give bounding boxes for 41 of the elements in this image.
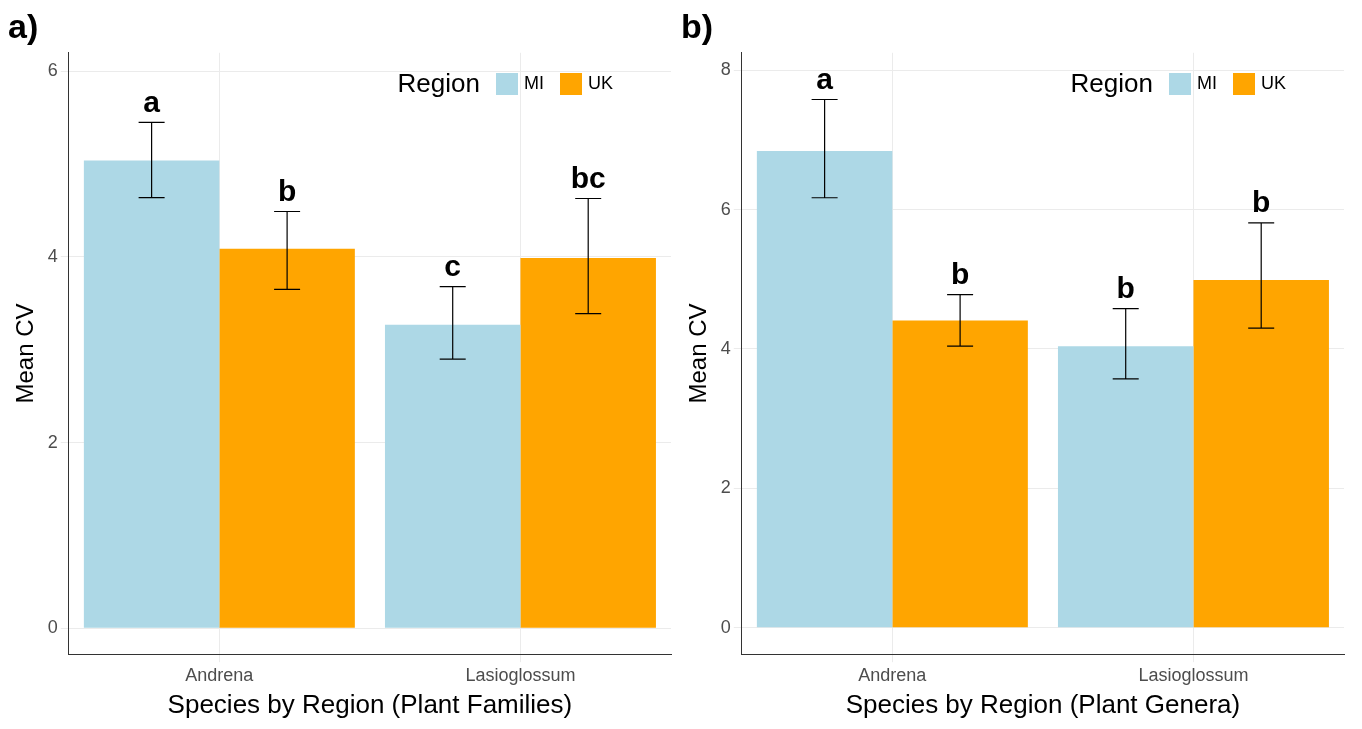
data-label: c xyxy=(444,248,462,282)
y-tick-label: 6 xyxy=(720,198,731,219)
bar xyxy=(1193,279,1329,628)
y-axis-title: Mean CV xyxy=(11,303,39,404)
legend-label: UK xyxy=(1260,73,1286,94)
chart-title: a) xyxy=(8,6,39,45)
bar xyxy=(520,257,656,628)
bar xyxy=(1057,346,1194,628)
data-label: a xyxy=(816,61,834,95)
y-axis-title: Mean CV xyxy=(684,303,712,404)
data-label: b xyxy=(1116,270,1135,304)
legend-label: UK xyxy=(587,73,613,94)
bar xyxy=(219,248,355,628)
y-tick-label: 6 xyxy=(47,60,58,81)
data-label: a xyxy=(143,84,161,118)
x-tick-label: Lasioglossum xyxy=(1138,664,1249,685)
data-label: b xyxy=(950,256,970,290)
x-tick-label: Andrena xyxy=(185,664,255,685)
data-label: bc xyxy=(570,160,606,194)
y-tick-label: 0 xyxy=(720,616,731,637)
x-axis-title: Species by Region (Plant Families) xyxy=(167,688,573,719)
y-tick-label: 4 xyxy=(720,337,731,358)
x-tick-label: Lasioglossum xyxy=(465,664,576,685)
y-tick-label: 2 xyxy=(720,477,731,498)
y-tick-label: 4 xyxy=(47,245,58,266)
bar xyxy=(83,160,220,628)
bar xyxy=(756,151,893,628)
y-tick-label: 0 xyxy=(47,617,58,638)
data-label: b xyxy=(277,173,297,207)
y-tick-label: 8 xyxy=(720,59,731,80)
x-tick-label: Andrena xyxy=(858,664,928,685)
legend-title: Region xyxy=(1070,68,1153,99)
legend-label: MI xyxy=(523,73,544,94)
y-tick-label: 2 xyxy=(47,431,58,452)
chart-title: b) xyxy=(681,6,714,45)
data-label: b xyxy=(1252,185,1271,219)
bar xyxy=(384,324,521,628)
x-axis-title: Species by Region (Plant Genera) xyxy=(845,688,1241,719)
legend-title: Region xyxy=(397,68,480,99)
legend-label: MI xyxy=(1196,73,1217,94)
bar xyxy=(892,320,1028,628)
